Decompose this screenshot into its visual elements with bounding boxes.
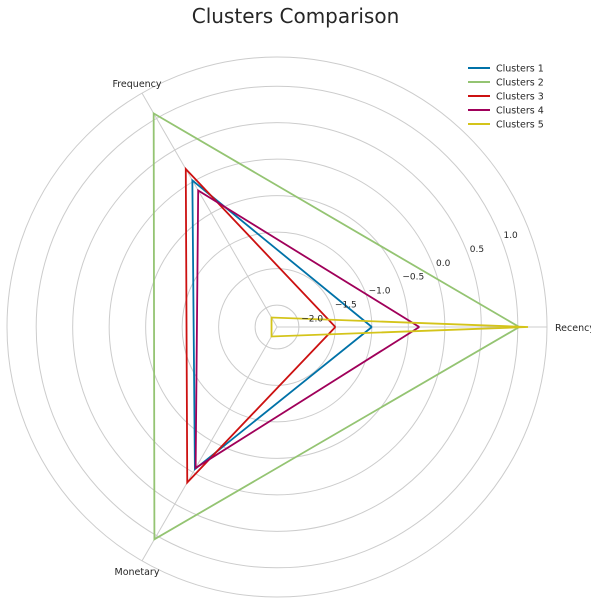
- series-line-4: [194, 188, 420, 470]
- tick-label: −2.0: [301, 315, 323, 325]
- axis-label-monetary: Monetary: [115, 567, 160, 578]
- chart-title: Clusters Comparison: [191, 4, 400, 28]
- axis-labels: Recency Frequency Monetary: [112, 79, 591, 578]
- legend: Clusters 1 Clusters 2 Clusters 3 Clusters 4…: [468, 64, 544, 131]
- tick-label: −1.0: [369, 287, 391, 297]
- grid: [6, 56, 548, 598]
- tick-label: 1.0: [503, 231, 518, 241]
- legend-label: Clusters 1: [496, 64, 544, 75]
- tick-label: 0.0: [436, 259, 451, 269]
- series-layer: [152, 111, 529, 541]
- legend-label: Clusters 2: [496, 78, 544, 89]
- axis-label-recency: Recency: [555, 323, 591, 334]
- tick-label: 0.5: [470, 245, 484, 255]
- series-line-1: [191, 178, 373, 472]
- tick-label: −1.5: [335, 301, 357, 311]
- series-line-5: [270, 316, 529, 338]
- radial-ticks: −2.0 −1.5 −1.0 −0.5 0.0 0.5 1.0: [301, 231, 518, 325]
- legend-label: Clusters 4: [496, 106, 544, 117]
- series-line-2: [152, 111, 520, 541]
- grid-spoke: [141, 326, 278, 562]
- legend-label: Clusters 5: [496, 120, 544, 131]
- tick-label: −0.5: [402, 273, 424, 283]
- axis-label-frequency: Frequency: [112, 79, 161, 90]
- grid-spoke: [141, 92, 278, 328]
- series-line-3: [184, 166, 337, 485]
- legend-label: Clusters 3: [496, 92, 544, 103]
